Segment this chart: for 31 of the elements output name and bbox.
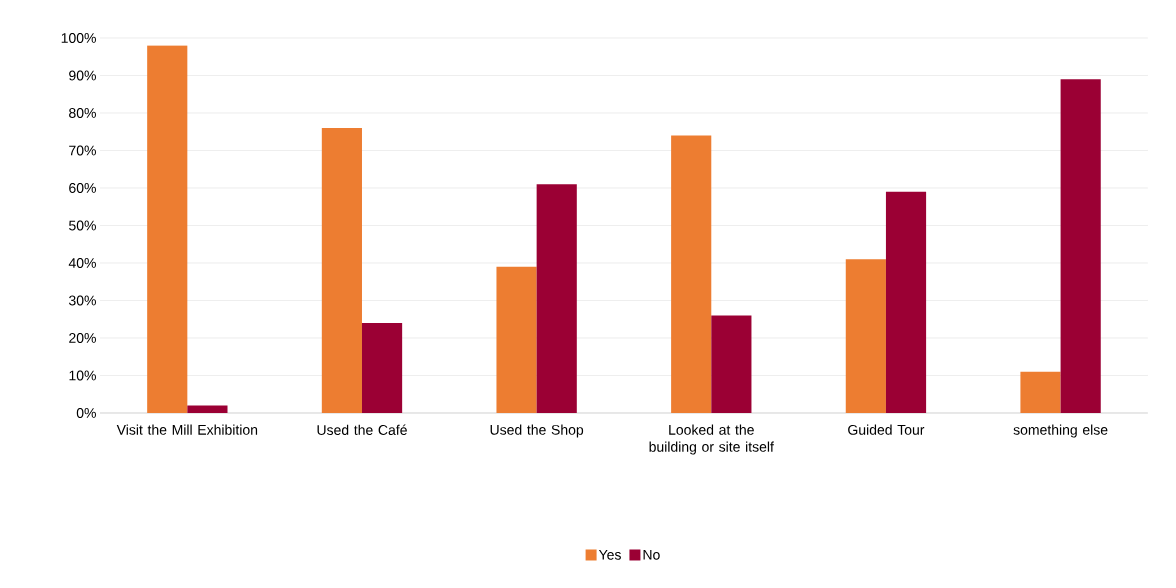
- bar: [711, 315, 752, 413]
- x-tick-label: something else: [1013, 424, 1108, 438]
- y-tick-label: 80%: [69, 108, 96, 118]
- bar: [1060, 79, 1101, 413]
- x-tick-label: Used the Café: [317, 424, 407, 435]
- legend-label: Yes: [598, 549, 621, 560]
- y-tick-label: 0%: [76, 408, 96, 418]
- y-tick-label: 60%: [69, 183, 96, 193]
- x-tick-label: Looked at the building or site itself: [649, 424, 774, 455]
- y-tick-label: 20%: [69, 333, 96, 343]
- bar: [1020, 371, 1061, 413]
- bar: [496, 266, 537, 413]
- y-tick-label: 90%: [69, 70, 96, 81]
- bar: [361, 322, 403, 413]
- bar: [321, 127, 362, 413]
- y-tick-label: 50%: [69, 220, 96, 231]
- bar: [536, 184, 577, 413]
- bar: [885, 191, 927, 413]
- bar: [147, 45, 188, 413]
- y-tick-label: 100%: [61, 33, 96, 43]
- bar: [187, 405, 228, 413]
- x-tick-label: Visit the Mill Exhibition: [116, 424, 258, 435]
- bar: [671, 135, 712, 413]
- y-tick-label: 30%: [68, 295, 96, 306]
- legend-label: No: [643, 549, 660, 560]
- x-tick-label: Used the Shop: [490, 424, 584, 438]
- y-tick-label: 40%: [68, 258, 96, 268]
- x-tick-label: Guided Tour: [848, 424, 925, 435]
- y-tick-label: 10%: [69, 370, 96, 381]
- bar: [845, 259, 886, 413]
- y-tick-label: 70%: [69, 145, 96, 156]
